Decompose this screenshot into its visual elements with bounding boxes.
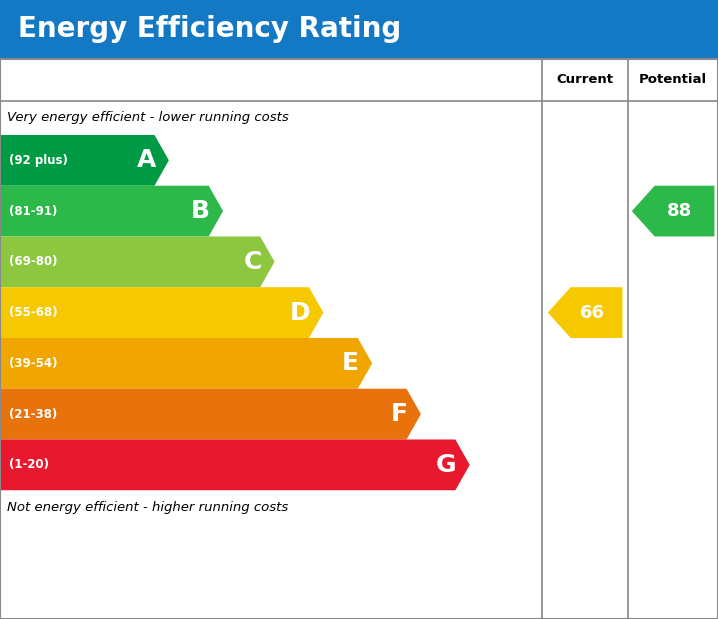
Text: (55-68): (55-68)	[9, 306, 57, 319]
Polygon shape	[0, 186, 223, 236]
Text: D: D	[290, 301, 310, 324]
Polygon shape	[0, 135, 169, 186]
Text: G: G	[436, 453, 457, 477]
Text: (39-54): (39-54)	[9, 357, 57, 370]
Polygon shape	[0, 287, 323, 338]
Text: 66: 66	[579, 303, 605, 322]
Text: (1-20): (1-20)	[9, 458, 49, 472]
Text: A: A	[136, 149, 156, 172]
Text: Potential: Potential	[639, 73, 707, 87]
Text: E: E	[342, 352, 359, 375]
Text: (92 plus): (92 plus)	[9, 154, 67, 167]
Polygon shape	[632, 186, 714, 236]
Text: Not energy efficient - higher running costs: Not energy efficient - higher running co…	[7, 501, 289, 514]
Text: (21-38): (21-38)	[9, 407, 57, 421]
Bar	[0, 0, 718, 59]
Text: F: F	[391, 402, 408, 426]
Text: 88: 88	[667, 202, 693, 220]
Text: B: B	[191, 199, 210, 223]
Polygon shape	[0, 338, 372, 389]
Text: Energy Efficiency Rating: Energy Efficiency Rating	[18, 15, 401, 43]
Polygon shape	[0, 389, 421, 439]
Text: Very energy efficient - lower running costs: Very energy efficient - lower running co…	[7, 111, 289, 124]
Text: (69-80): (69-80)	[9, 255, 57, 269]
Polygon shape	[548, 287, 623, 338]
Text: (81-91): (81-91)	[9, 204, 57, 218]
Text: C: C	[243, 250, 261, 274]
Polygon shape	[0, 236, 274, 287]
Text: Current: Current	[556, 73, 614, 87]
Polygon shape	[0, 439, 470, 490]
